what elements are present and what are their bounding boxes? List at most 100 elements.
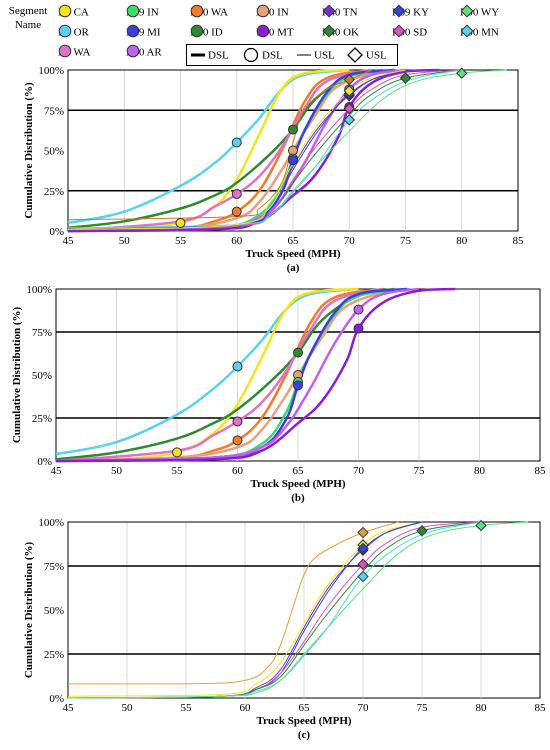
- style-legend-label: DSL: [208, 49, 229, 62]
- x-tick-label: 55: [172, 465, 184, 477]
- series-line-i-90-wi: [67, 521, 423, 697]
- style-legend-label: USL: [314, 49, 335, 62]
- marker-i-90-mn: [343, 114, 355, 126]
- series-line-i-90-wy: [67, 521, 529, 699]
- legend-item-i-5-ca: I-5 CA: [58, 4, 89, 20]
- panel-label: (a): [287, 262, 300, 274]
- series-line-i-90-mt: [67, 68, 440, 233]
- x-tick-label: 50: [122, 702, 134, 714]
- marker-i-69-ky: [357, 542, 369, 555]
- legend-item-i-69-in: I-69 IN: [126, 4, 159, 20]
- x-tick-label: 60: [231, 235, 243, 247]
- x-tick-label: 70: [344, 235, 356, 247]
- x-tick-label: 60: [240, 702, 252, 714]
- legend-item-i-5-or: I-5 OR: [58, 24, 89, 40]
- diamond-marker-icon: [392, 4, 406, 18]
- x-tick-label: 50: [119, 235, 131, 247]
- marker-i-5-ca: [175, 217, 186, 228]
- legend-item-i-40-ok: I-40 OK: [322, 24, 359, 40]
- style-legend-label: DSL: [262, 49, 283, 62]
- x-tick-label: 60: [232, 465, 244, 477]
- legend-item-i-90-mt: I-90 MT: [256, 24, 294, 40]
- x-tick-label: 45: [63, 235, 75, 247]
- legend-item-i-90-mn: I-90 MN: [460, 24, 499, 40]
- legend-item-i-40-tn: I-40 TN: [322, 4, 358, 20]
- series-markers: [357, 519, 487, 583]
- thick-line-icon: [191, 53, 205, 57]
- x-tick-label: 45: [63, 702, 75, 714]
- marker-i-69-mi: [288, 155, 298, 166]
- style-legend-circle: DSL: [243, 47, 283, 63]
- y-axis-title: Cumulative Distribution (%): [23, 542, 35, 679]
- x-tick-label: 65: [293, 465, 305, 477]
- style-legend-diamond: USL: [347, 47, 387, 64]
- marker-i-40-ar: [353, 304, 364, 315]
- x-tick-label: 50: [111, 465, 123, 477]
- y-tick-label: 50%: [44, 146, 64, 158]
- x-tick-label: 70: [353, 465, 365, 477]
- circle-marker-icon: [256, 4, 270, 18]
- series-lines: [67, 521, 529, 699]
- legend-item-i-69-ky: I-69 KY: [392, 4, 429, 20]
- style-legend-thin-line: USL: [297, 47, 335, 63]
- marker-i-90-wi: [343, 85, 355, 97]
- marker-i-40-ok: [399, 72, 412, 84]
- circle-marker-icon: [58, 4, 72, 18]
- y-axis-title: Cumulative Distribution (%): [11, 307, 23, 444]
- y-tick-label: 0%: [37, 456, 52, 468]
- diamond-marker-icon: [322, 4, 336, 18]
- diamond-marker-icon: [392, 24, 406, 38]
- x-tick-label: 65: [288, 235, 300, 247]
- legend-item-i-90-wa: I-90 WA: [190, 4, 228, 20]
- marker-i-5-ca: [172, 447, 182, 458]
- line-style-legend: DSL DSL USL USL: [186, 44, 398, 66]
- legend-item-i-90-wy: I-90 WY: [460, 4, 499, 20]
- x-axis-title: Truck Speed (MPH): [245, 248, 340, 260]
- legend-item-i-90-id: I-90 ID: [190, 24, 223, 40]
- y-tick-label: 50%: [44, 605, 64, 617]
- y-tick-label: 25%: [32, 413, 52, 425]
- marker-i-90-il: [357, 526, 369, 539]
- thin-line-icon: [297, 54, 311, 56]
- diamond-marker-icon: [460, 24, 474, 38]
- x-tick-label: 70: [358, 702, 370, 714]
- style-legend-label: USL: [366, 49, 387, 62]
- y-tick-label: 75%: [44, 105, 64, 117]
- y-tick-label: 0%: [49, 693, 64, 705]
- style-legend-thick-line: DSL: [191, 47, 229, 63]
- legend: Segment Name I-5 CA I-69 IN I-90 WA I-90 IN…: [0, 0, 550, 68]
- y-tick-label: 25%: [44, 649, 64, 661]
- series-line-i-40-ar: [55, 287, 420, 463]
- marker-i-5-wa: [232, 416, 243, 427]
- marker-i-90-mn: [357, 570, 369, 583]
- circle-marker-icon: [190, 4, 204, 18]
- marker-i-5-wa: [231, 188, 242, 199]
- x-axis-title: Truck Speed (MPH): [250, 478, 345, 490]
- marker-i-90-wa: [232, 435, 243, 446]
- panel-label: (c): [298, 729, 311, 741]
- circle-marker-icon: [58, 44, 72, 58]
- marker-i-90-id: [293, 347, 303, 358]
- chart-panel-b: 45 50 55 60 65 70 75 80 85 0% 25% 50% 75% 100% Truck S…: [11, 284, 546, 504]
- y-tick-label: 75%: [32, 327, 52, 339]
- marker-i-90-sd: [343, 102, 355, 115]
- x-tick-label: 75: [414, 465, 426, 477]
- circle-marker-icon: [126, 4, 140, 18]
- marker-i-90-id: [288, 124, 298, 135]
- x-axis-title: Truck Speed (MPH): [256, 715, 351, 727]
- circle-icon: [243, 48, 259, 63]
- marker-i-90-wy: [456, 67, 468, 79]
- marker-i-90-il: [343, 73, 355, 86]
- legend-item-i-90-sd: I-90 SD: [392, 24, 427, 40]
- marker-i-90-wa: [231, 206, 242, 217]
- legend-item-i-69-mi: I-69 MI: [126, 24, 161, 40]
- diamond-icon: [347, 47, 363, 64]
- x-tick-label: 55: [181, 702, 193, 714]
- marker-i-90-mt: [353, 323, 364, 334]
- marker-i-69-mi: [293, 380, 303, 391]
- plot-area: [67, 521, 541, 699]
- marker-i-90-wy: [475, 519, 487, 532]
- marker-i-90-sd: [357, 558, 369, 570]
- marker-i-40-ok: [416, 525, 428, 537]
- x-tick-label: 85: [513, 235, 525, 247]
